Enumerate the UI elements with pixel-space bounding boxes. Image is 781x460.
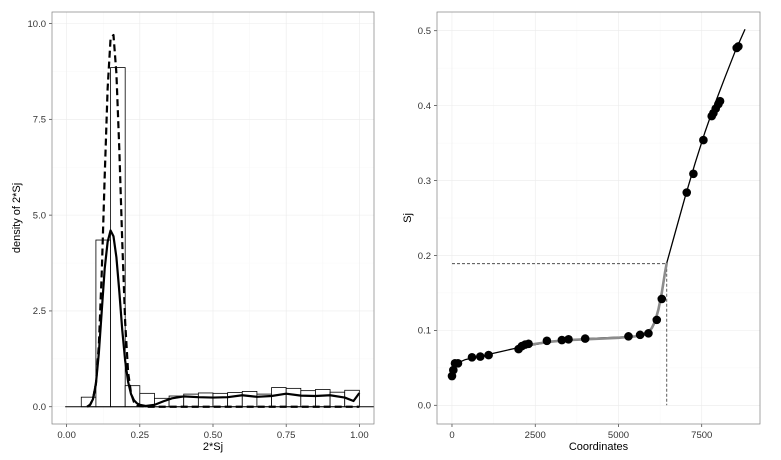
histogram-bar [300, 390, 316, 408]
histogram-bar [315, 389, 331, 408]
hist-x-tick-label: 0.00 [57, 430, 76, 441]
scatter-x-axis-title: Coordinates [569, 441, 629, 453]
scatter-y-tick-label: 0.2 [418, 251, 431, 262]
data-point [715, 96, 725, 106]
scatter-y-tick-label: 0.0 [418, 401, 431, 412]
hist-panel-border [51, 11, 375, 425]
hist-plot-area [65, 33, 374, 408]
scatter-y-tick-label: 0.5 [418, 26, 431, 37]
hist-y-tick-label: 7.5 [33, 115, 46, 126]
histogram-bar [212, 392, 229, 408]
data-point [564, 335, 573, 344]
data-point [524, 339, 533, 349]
scatter-x-tick-label: 0 [449, 430, 454, 441]
data-point [467, 353, 477, 362]
hist-x-tick-label: 0.50 [204, 430, 223, 441]
scatter-panel: 0 2500 5000 7500 0.0 0.1 0.2 0.3 0.4 0.5 Coordinat… [402, 11, 761, 453]
scatter-y-tick-label: 0.3 [418, 176, 431, 187]
scatter-y-axis-title: Sj [402, 213, 414, 223]
scatter-panel-border [436, 11, 761, 425]
data-point [734, 42, 743, 51]
data-point [453, 359, 463, 368]
hist-x-tick-label: 0.25 [131, 430, 150, 441]
data-point [644, 329, 653, 338]
scatter-y-tick-label: 0.1 [418, 326, 431, 337]
scatter-x-tick-label: 5000 [608, 430, 629, 441]
scatter-x-tick-label: 7500 [691, 430, 712, 441]
histogram-bar [241, 391, 258, 408]
data-point [449, 365, 458, 375]
hist-x-axis-title: 2*Sj [203, 441, 223, 453]
scatter-plot-area [447, 28, 746, 406]
hist-y-tick-label: 2.5 [33, 306, 46, 317]
scatter-y-tick-label: 0.4 [418, 101, 431, 112]
hist-y-tick-label: 10.0 [28, 19, 47, 30]
data-point [475, 352, 485, 361]
data-point [699, 135, 708, 145]
data-point [580, 334, 590, 343]
hist-x-tick-label: 1.00 [350, 430, 369, 441]
hist-x-tick-label: 0.75 [277, 430, 296, 441]
density-curve-solid [86, 229, 361, 408]
histogram-bar [95, 239, 111, 408]
hist-panel: 0.00 0.25 0.50 0.75 1.00 0.0 2.5 5.0 7.5 10.0 2*Sj… [11, 11, 375, 453]
data-point [484, 350, 493, 360]
data-point [542, 336, 552, 346]
histogram-bar [329, 391, 346, 408]
data-point [557, 335, 567, 345]
data-point [682, 188, 692, 197]
data-point [624, 332, 633, 341]
scatter-x-tick-label: 2500 [525, 430, 546, 441]
data-point [652, 315, 662, 325]
data-point [635, 330, 645, 340]
hist-y-axis-title: density of 2*Sj [11, 183, 23, 253]
histogram-bar [285, 387, 302, 408]
hist-y-tick-label: 5.0 [33, 210, 46, 221]
hist-y-tick-label: 0.0 [33, 402, 46, 413]
histogram-bar [271, 387, 287, 408]
data-point [657, 294, 667, 304]
density-curve-dashed [86, 33, 360, 408]
fit-curve-upper [666, 28, 746, 264]
data-point [689, 169, 698, 179]
histogram-bar [197, 392, 214, 408]
